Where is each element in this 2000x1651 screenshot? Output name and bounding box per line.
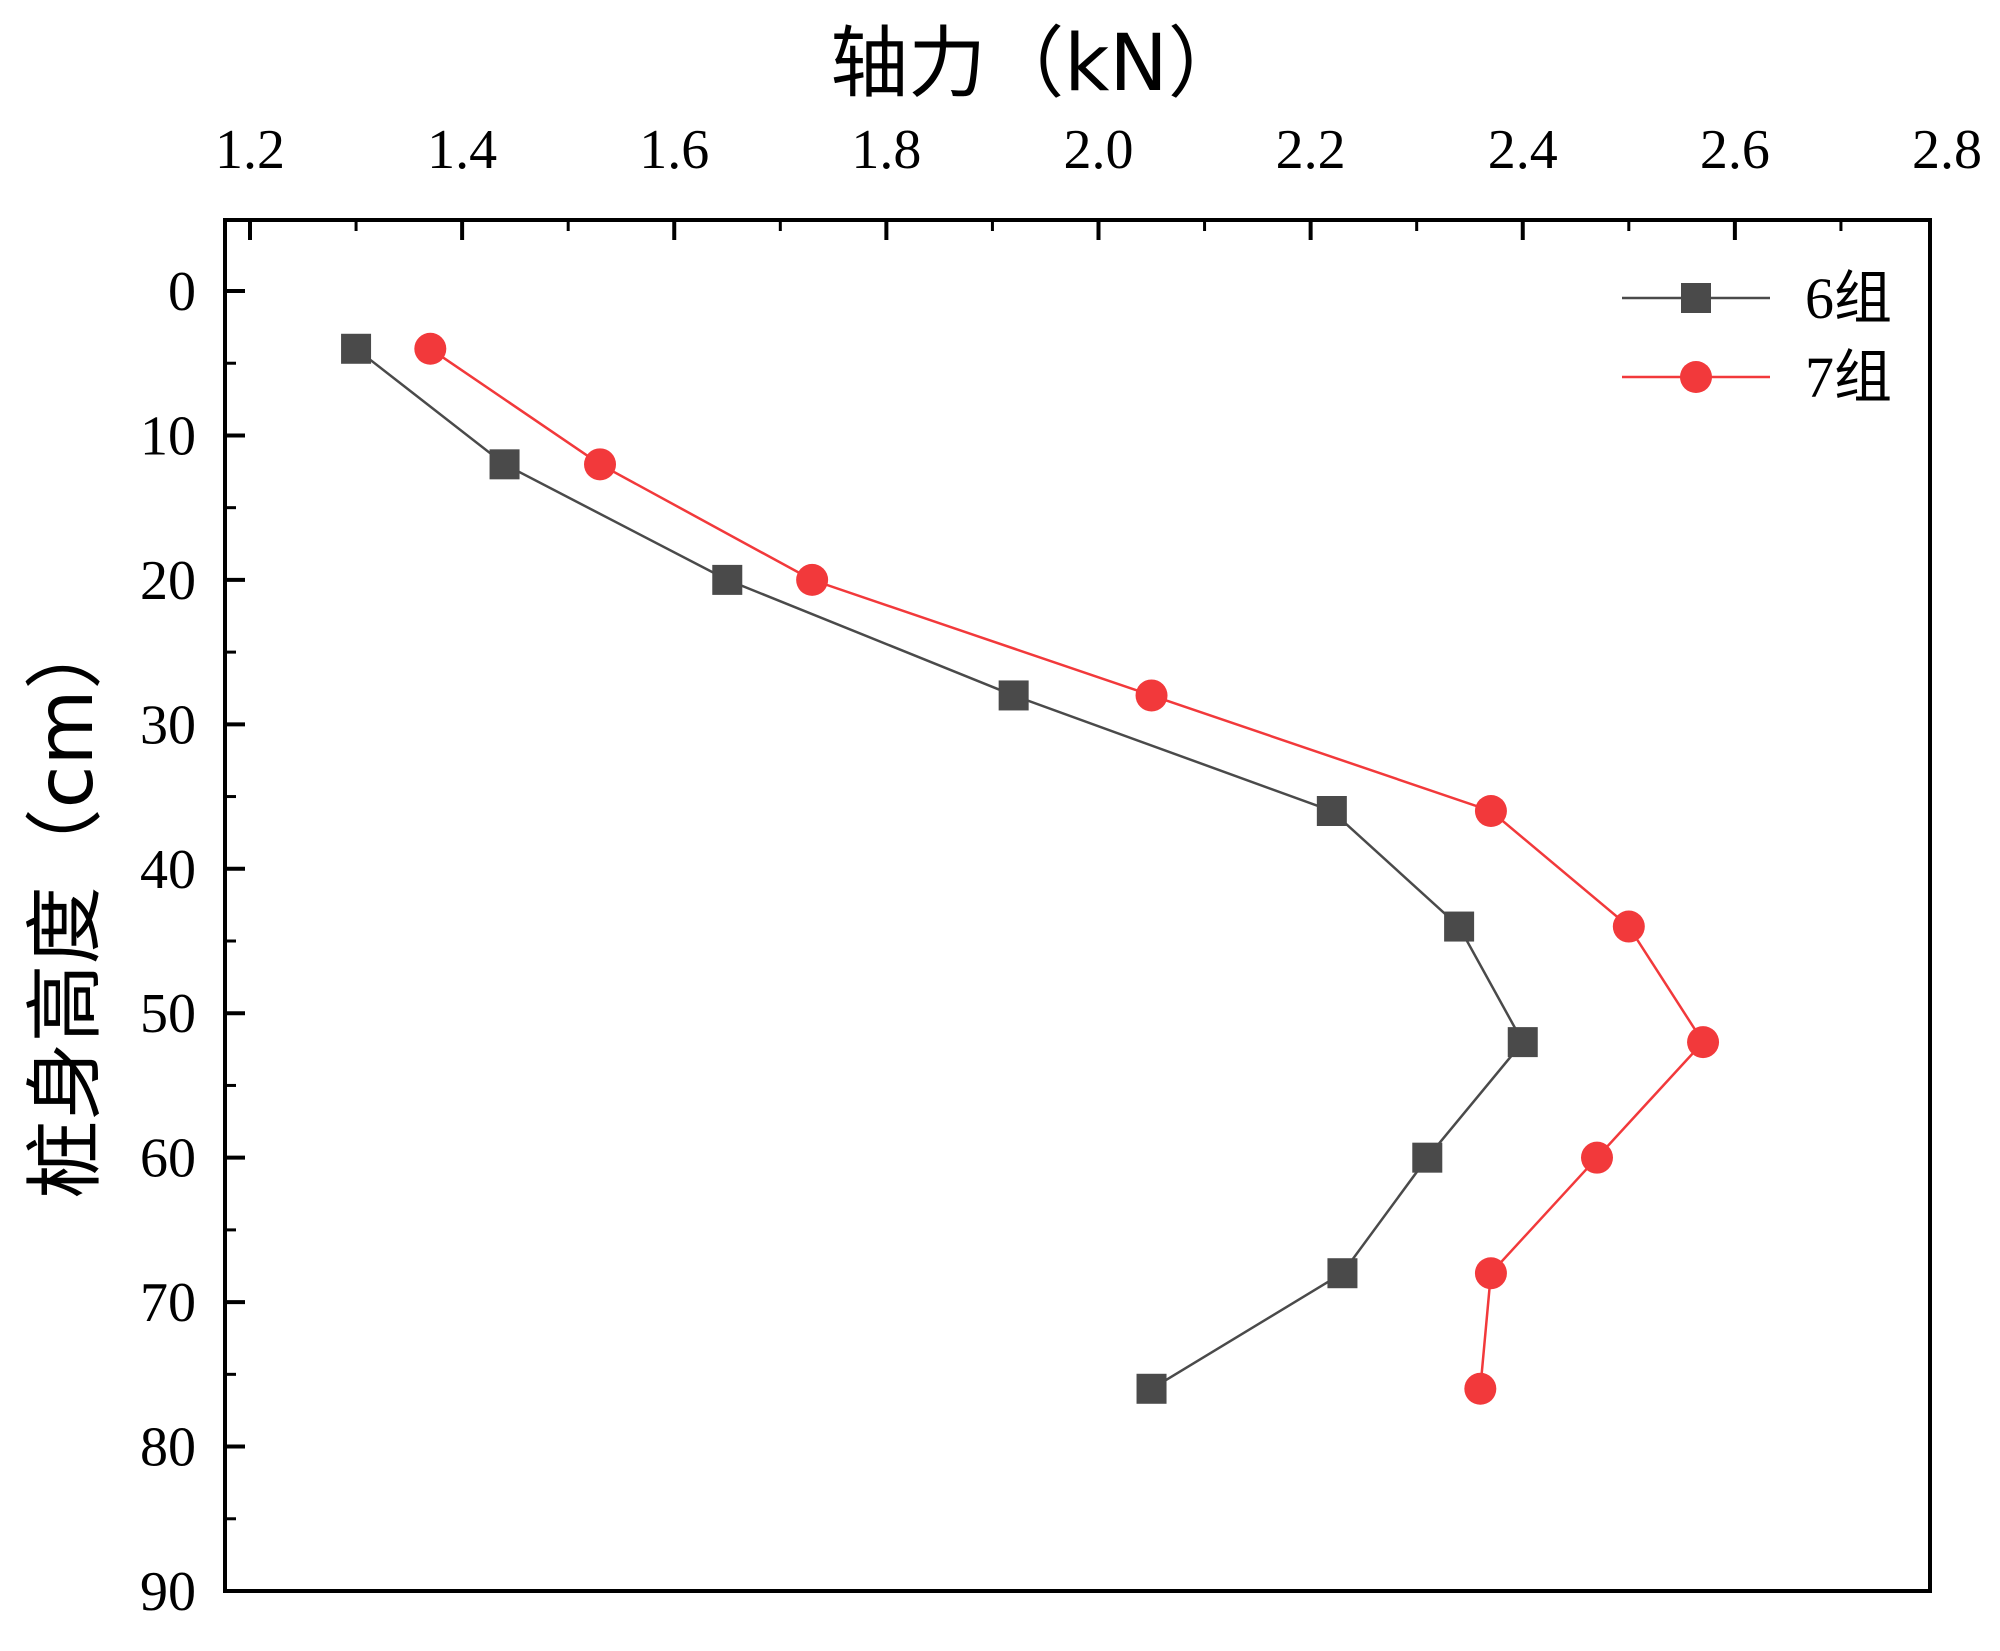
y-tick-label: 50 [140,983,196,1045]
legend-marker [1681,283,1711,313]
data-point [1464,1372,1497,1405]
data-point [1474,795,1507,827]
plot-frame [223,218,1932,1593]
y-tick-label: 80 [140,1417,196,1479]
data-point [1687,1026,1720,1059]
y-axis-ticks: 0 10 20 30 40 50 60 70 80 90 [140,261,245,1623]
legend-label: 7组 [1805,345,1892,410]
data-point [489,449,520,480]
x-tick-label: 1.2 [215,119,285,181]
y-tick-label: 30 [140,694,196,756]
legend-item: 6组 [1622,266,1892,331]
data-point [584,448,617,481]
data-point [1474,1257,1507,1290]
data-point [1136,1373,1167,1404]
series-layer [341,332,1720,1405]
y-axis-title: 桩身高度（cm） [21,612,111,1199]
y-tick-label: 70 [140,1272,196,1334]
data-point [712,564,743,595]
legend-label: 6组 [1805,266,1892,331]
y-tick-label: 10 [140,405,196,467]
data-point [1612,910,1645,943]
data-point [341,333,372,364]
x-axis-ticks: 1.2 1.4 1.6 1.8 2.0 2.2 2.4 2.6 2.8 [215,119,1982,240]
y-tick-label: 60 [140,1128,196,1190]
y-tick-label: 90 [140,1561,196,1623]
data-point [796,563,829,596]
legend-item: 7组 [1622,345,1892,410]
y-tick-label: 0 [168,261,196,323]
data-point [414,332,447,365]
y-tick-label: 20 [140,550,196,612]
x-tick-label: 1.4 [427,119,497,181]
data-point [998,680,1029,711]
data-point [1412,1142,1443,1173]
x-tick-label: 1.8 [851,119,921,181]
data-point [1135,679,1168,712]
series-line [355,347,1525,1390]
y-tick-label: 40 [140,839,196,901]
data-point [1316,796,1347,826]
data-point [1327,1258,1358,1289]
series-line [429,347,1705,1389]
x-tick-label: 2.0 [1064,119,1134,181]
x-tick-label: 2.8 [1912,119,1982,181]
x-tick-label: 2.4 [1488,119,1558,181]
x-tick-label: 2.6 [1700,119,1770,181]
legend-marker [1680,361,1712,393]
x-axis-title: 轴力（kN） [830,19,1246,109]
series-2 [414,332,1720,1405]
data-point [1580,1141,1613,1174]
x-tick-label: 2.2 [1276,119,1346,181]
data-point [1507,1027,1538,1058]
series-1 [341,333,1538,1404]
x-tick-label: 1.6 [639,119,709,181]
data-point [1444,911,1475,942]
